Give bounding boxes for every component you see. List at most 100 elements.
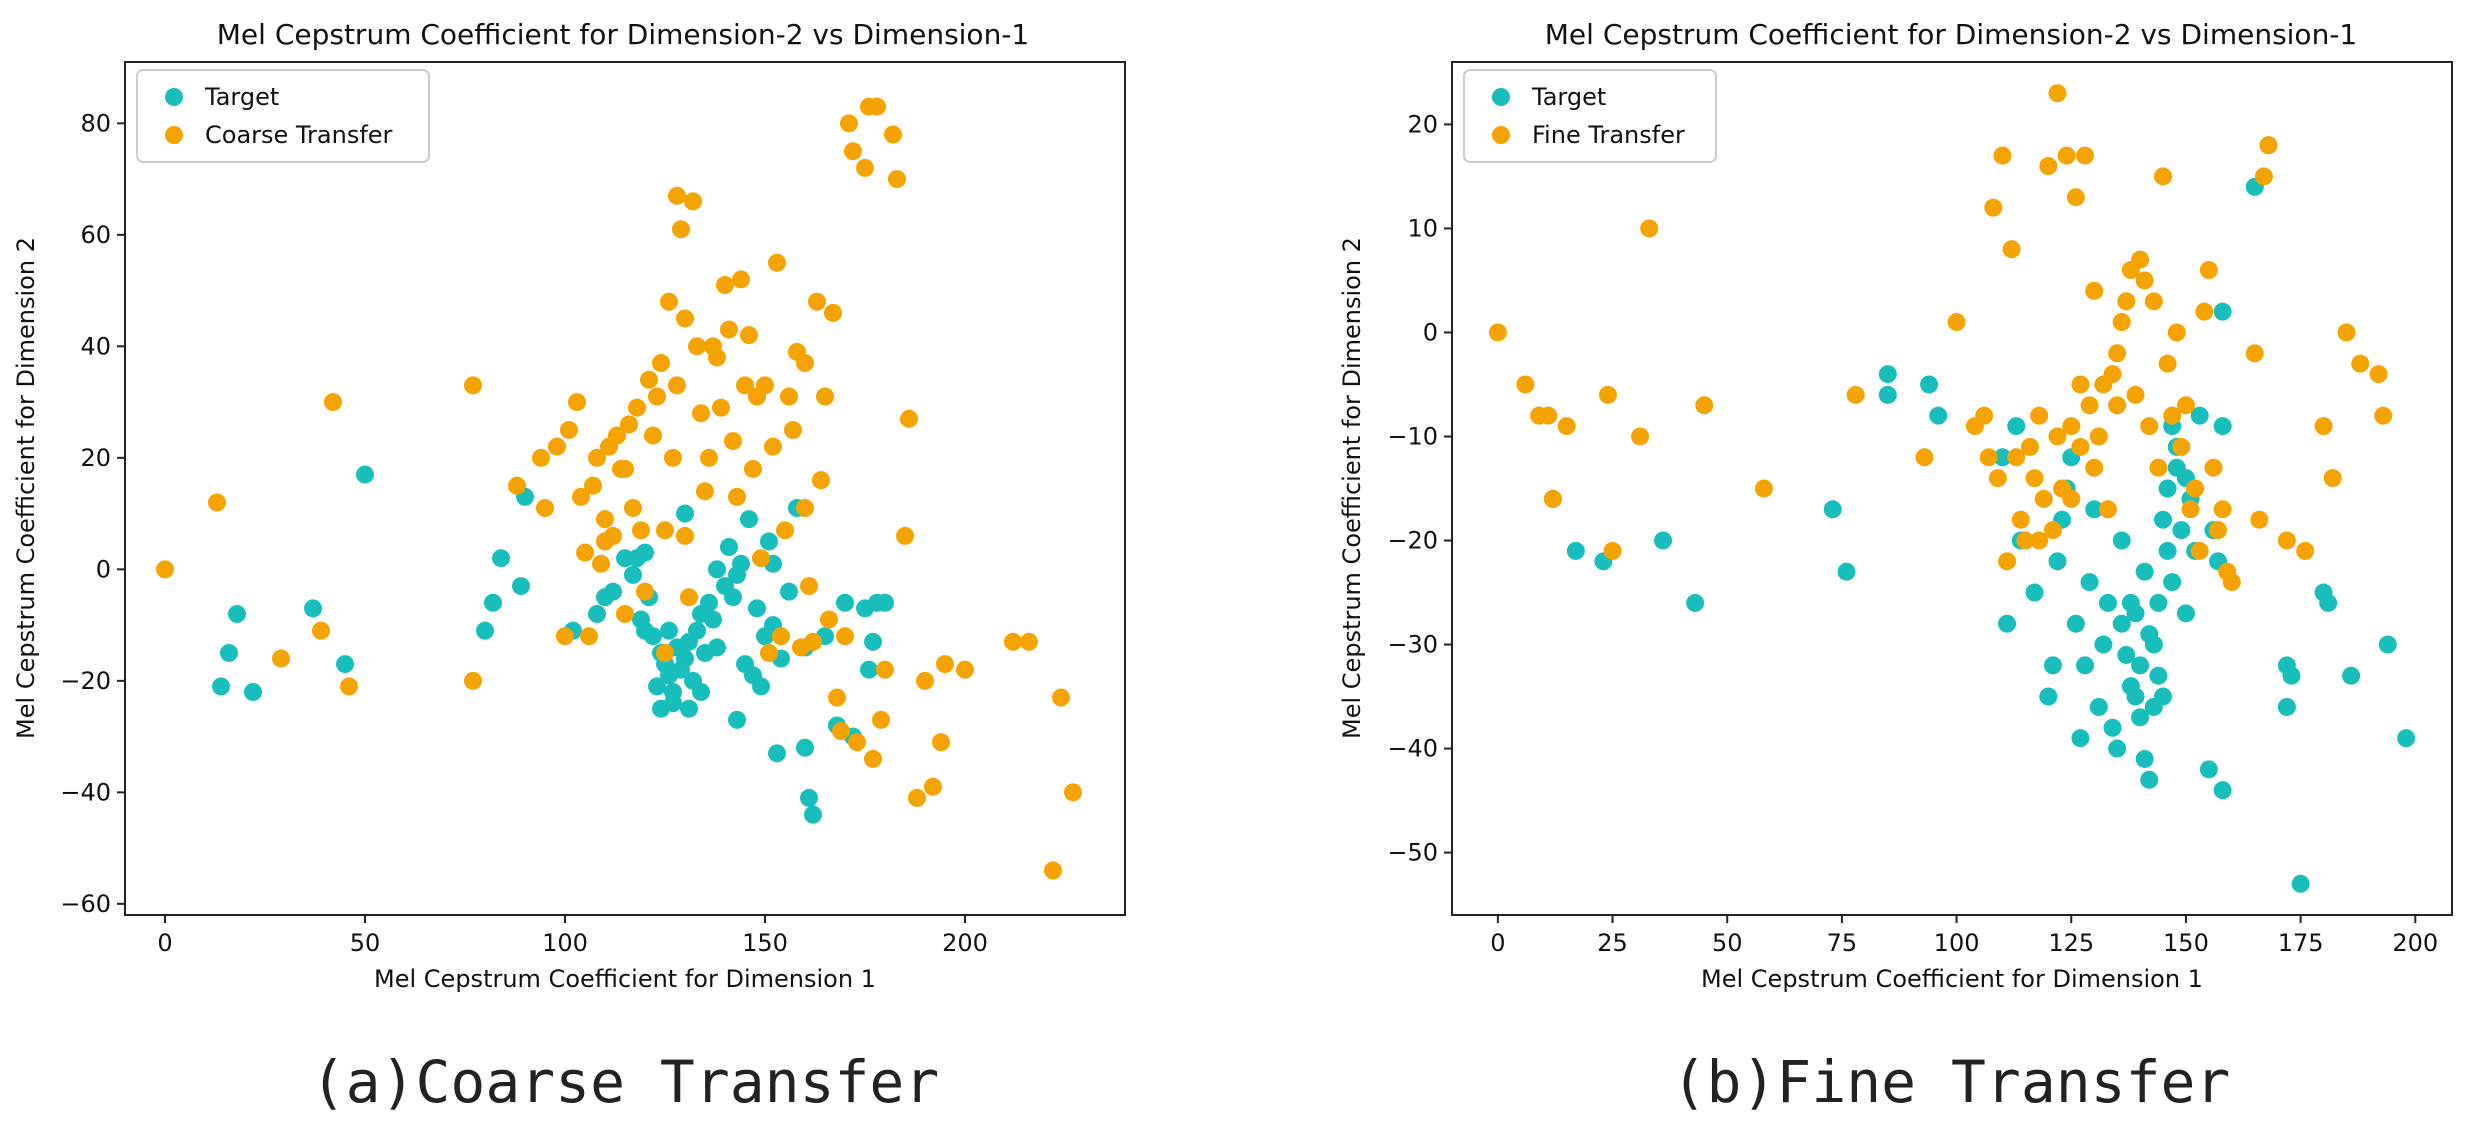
chart-b-target-point bbox=[2135, 749, 2154, 768]
chart-a-transfer-point bbox=[532, 448, 550, 467]
chart-b-transfer-point bbox=[1984, 198, 2003, 217]
chart-b-ytick-label: 20 bbox=[1407, 110, 1438, 138]
chart-a-ytick-label: 80 bbox=[80, 109, 111, 137]
chart-a-transfer-point bbox=[672, 220, 690, 239]
chart-b-transfer-point bbox=[2296, 541, 2315, 560]
chart-b-transfer-point bbox=[2222, 573, 2241, 592]
chart-b-target-point bbox=[2121, 593, 2140, 612]
chart-a-transfer-point bbox=[676, 526, 694, 545]
chart-b-transfer-point bbox=[1695, 396, 1714, 415]
chart-a-transfer-point bbox=[588, 448, 606, 467]
chart-b-ytick-label: 0 bbox=[1423, 318, 1438, 346]
chart-a-target-point bbox=[624, 565, 642, 584]
chart-a-ticks: 0 50 100 150 200 −60 −40 −20 0 20 40 60 80 bbox=[60, 109, 988, 957]
chart-b-target-point bbox=[1993, 448, 2012, 467]
chart-a-transfer-point bbox=[772, 627, 790, 646]
chart-a-target-point bbox=[228, 604, 246, 623]
chart-a-ytick-label: 60 bbox=[80, 221, 111, 249]
chart-b-transfer-point bbox=[2140, 417, 2159, 436]
chart-a-target-point bbox=[680, 699, 698, 718]
chart-b-transfer-point bbox=[2030, 531, 2049, 550]
chart-b-ytick-label: −50 bbox=[1387, 839, 1438, 867]
chart-a-transfer-point bbox=[596, 532, 614, 551]
chart-a-transfer-point bbox=[744, 459, 762, 478]
chart-a-transfer-point bbox=[916, 671, 934, 690]
chart-a-transfer-point bbox=[700, 448, 718, 467]
chart-b-transfer-point bbox=[2158, 354, 2177, 373]
chart-b-transfer-point bbox=[1543, 489, 1562, 508]
chart-b-target-point bbox=[2131, 656, 2150, 675]
chart-a-transfer-point bbox=[868, 97, 886, 116]
chart-a-transfer-point bbox=[324, 393, 342, 412]
chart-a-transfer-point bbox=[796, 499, 814, 518]
chart-a-target-point bbox=[220, 643, 238, 662]
chart-a-transfer-point bbox=[1052, 688, 1070, 707]
chart-a-target-point bbox=[760, 532, 778, 551]
chart-a-transfer-point bbox=[568, 393, 586, 412]
chart-a-target-point bbox=[588, 604, 606, 623]
chart-b-transfer-point bbox=[2025, 469, 2044, 488]
chart-a-transfer-point bbox=[676, 309, 694, 328]
chart-a-transfer-point bbox=[932, 733, 950, 752]
chart-a-transfer-point bbox=[576, 543, 594, 562]
chart-a-ytick-label: 40 bbox=[80, 332, 111, 360]
chart-b-transfer-point bbox=[1557, 417, 1576, 436]
chart-b-transfer-point bbox=[2103, 365, 2122, 384]
chart-a-transfer-point bbox=[900, 409, 918, 428]
chart-b-transfer-point bbox=[2085, 281, 2104, 300]
chart-a-target-point bbox=[720, 538, 738, 557]
chart-b-transfer-point bbox=[2108, 396, 2127, 415]
chart-b-target-point bbox=[2144, 635, 2163, 654]
chart-a-target-point bbox=[704, 610, 722, 629]
chart-a-transfer-point bbox=[664, 448, 682, 467]
chart-b-transfer-point bbox=[1539, 406, 1558, 425]
chart-a-transfer-point bbox=[956, 660, 974, 679]
chart-a-target-point bbox=[648, 677, 666, 696]
chart-b-target-point bbox=[2190, 406, 2209, 425]
chart-b-transfer-point bbox=[2080, 396, 2099, 415]
chart-b-target-point bbox=[2080, 573, 2099, 592]
chart-a-transfer-point bbox=[312, 621, 330, 640]
chart-b-xtick-label: 0 bbox=[1490, 929, 1505, 957]
chart-b-target-point bbox=[2098, 593, 2117, 612]
chart-a-target-point bbox=[692, 682, 710, 701]
chart-b-target-point bbox=[2282, 666, 2301, 685]
chart-a-frame bbox=[124, 61, 1126, 916]
chart-a-xtick-label: 100 bbox=[542, 929, 588, 957]
chart-a-legend-transfer-marker bbox=[165, 126, 183, 144]
chart-b-transfer-point bbox=[2154, 167, 2173, 186]
chart-a-transfer-point bbox=[864, 749, 882, 768]
chart-b-transfer-point bbox=[2057, 146, 2076, 165]
chart-a-transfer-point bbox=[620, 415, 638, 434]
chart-b-target-point bbox=[2131, 708, 2150, 727]
chart-a-target-point bbox=[484, 593, 502, 612]
chart-a-transfer-point bbox=[548, 437, 566, 456]
chart-b-transfer-point bbox=[2195, 302, 2214, 321]
chart-b-transfer-point bbox=[2323, 469, 2342, 488]
chart-b-transfer-point bbox=[1516, 375, 1535, 394]
chart-a-legend-box bbox=[136, 69, 430, 163]
chart-a-target-point bbox=[860, 660, 878, 679]
chart-a-transfer-point bbox=[756, 376, 774, 395]
chart-a-transfer-point bbox=[828, 688, 846, 707]
chart-a-transfer-point bbox=[272, 649, 290, 668]
chart-b-target-point bbox=[2158, 541, 2177, 560]
chart-b-transfer-point bbox=[2163, 406, 2182, 425]
chart-a-ytick-label: −40 bbox=[60, 778, 111, 806]
chart-a-transfer-point bbox=[716, 276, 734, 295]
chart-b-target-point bbox=[2103, 718, 2122, 737]
chart-b-transfer-point bbox=[2039, 157, 2058, 176]
chart-b-target-point bbox=[2167, 458, 2186, 477]
chart-a-transfer-point bbox=[692, 404, 710, 423]
chart-b-legend-transfer-marker bbox=[1492, 126, 1510, 144]
chart-b-transfer-point bbox=[2062, 417, 2081, 436]
chart-a-transfer-point bbox=[1020, 632, 1038, 651]
chart-a-transfer-point bbox=[156, 560, 174, 579]
chart-b-transfer-point bbox=[1915, 448, 1934, 467]
chart-b-target-point bbox=[2342, 666, 2361, 685]
chart-b-target-point bbox=[2144, 697, 2163, 716]
chart-b-transfer-point bbox=[1603, 541, 1622, 560]
chart-a-transfer-point bbox=[796, 354, 814, 373]
chart-b-transfer-point bbox=[1640, 219, 1659, 238]
chart-b-caption: (b)Fine Transfer bbox=[1672, 1048, 2231, 1116]
